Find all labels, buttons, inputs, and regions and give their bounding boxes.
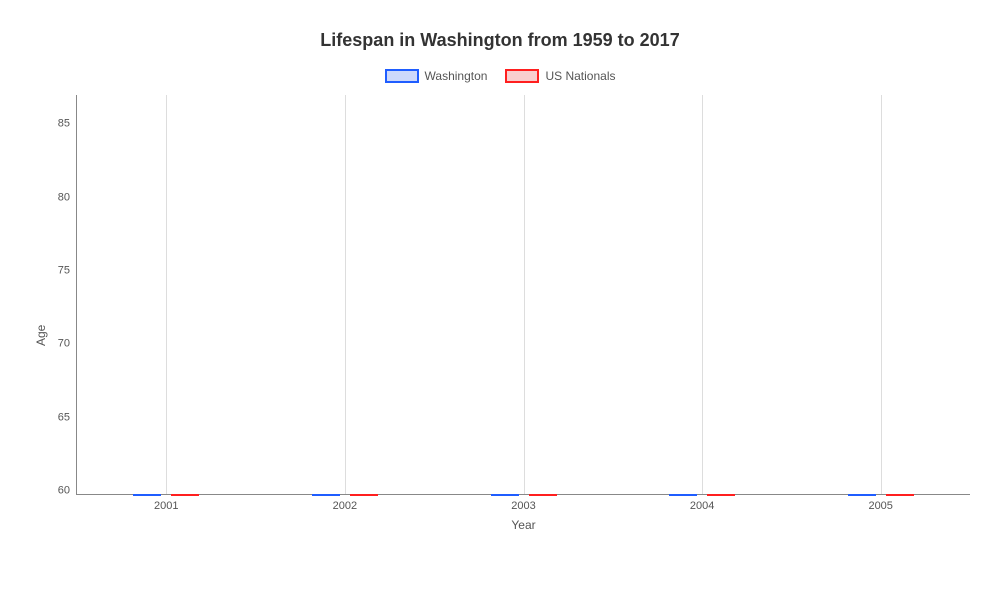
y-tick: 75 <box>58 266 70 277</box>
plot-wrap: Age 858075706560 20012002200320042005 Ye… <box>30 95 970 535</box>
y-axis-label: Age <box>30 95 48 535</box>
x-axis-label: Year <box>77 518 970 532</box>
y-tick: 80 <box>58 192 70 203</box>
y-axis-ticks: 85 80 75 70 65 60 <box>48 95 76 535</box>
legend-label: Washington <box>425 69 488 83</box>
y-tick: 85 <box>58 119 70 130</box>
gridline <box>345 95 346 494</box>
gridline <box>166 95 167 494</box>
gridline <box>524 95 525 494</box>
plot-area: 20012002200320042005 Year <box>76 95 970 495</box>
x-tick: 2003 <box>511 500 535 512</box>
y-tick: 60 <box>58 486 70 497</box>
x-tick: 2004 <box>690 500 714 512</box>
chart-legend: Washington US Nationals <box>30 69 970 83</box>
gridline <box>881 95 882 494</box>
legend-item-washington[interactable]: Washington <box>385 69 488 83</box>
legend-item-us-nationals[interactable]: US Nationals <box>505 69 615 83</box>
x-axis-ticks: 2001 2002 2003 2004 2005 <box>77 494 970 514</box>
legend-swatch-icon <box>385 69 419 83</box>
legend-swatch-icon <box>505 69 539 83</box>
y-tick: 65 <box>58 412 70 423</box>
y-tick: 70 <box>58 339 70 350</box>
chart-title: Lifespan in Washington from 1959 to 2017 <box>30 30 970 51</box>
gridline <box>702 95 703 494</box>
lifespan-chart: Lifespan in Washington from 1959 to 2017… <box>0 0 1000 600</box>
x-tick: 2002 <box>333 500 357 512</box>
x-tick: 2005 <box>868 500 892 512</box>
legend-label: US Nationals <box>545 69 615 83</box>
x-tick: 2001 <box>154 500 178 512</box>
